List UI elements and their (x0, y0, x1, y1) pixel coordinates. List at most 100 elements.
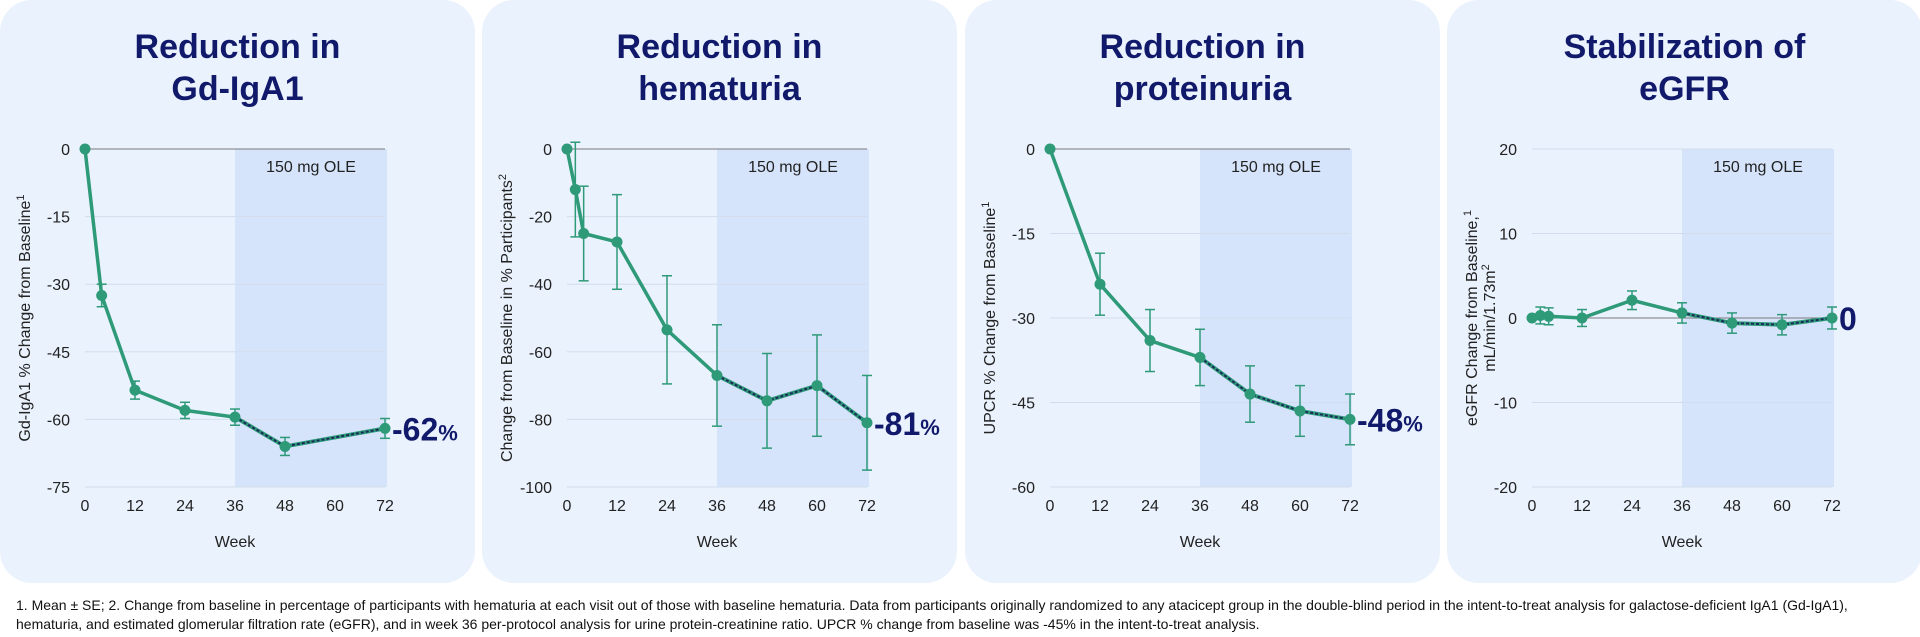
y-tick-label: 0 (1026, 142, 1035, 159)
panel-title: Stabilization of eGFR (1563, 28, 1806, 108)
series-line-ole-dash (1199, 356, 1351, 421)
data-point (1626, 294, 1638, 306)
data-point (711, 369, 723, 381)
chart-gd-iga1: 150 mg OLE 0 -15 -30 -45 -60 -75 0 12 24 36 48 60 72 W… (15, 142, 458, 551)
x-axis-label: Week (1180, 534, 1222, 551)
y-axis-label-line2: mL/min/1.73m2 (1480, 264, 1499, 372)
chart-panel-egfr: Stabilization of eGFR 150 mg OLE 20 10 0 -10… (1447, 0, 1920, 583)
y-axis-label: Gd-IgA1 % Change from Baseline1 (15, 194, 34, 441)
data-point (1144, 335, 1156, 347)
ole-label: 150 mg OLE (748, 159, 838, 176)
data-point (661, 324, 673, 336)
data-point (1676, 307, 1688, 319)
ole-region (717, 149, 869, 487)
y-tick-label: -30 (1012, 311, 1035, 328)
data-point (1776, 319, 1788, 331)
x-tick-label: 0 (1528, 498, 1537, 515)
series-line (1048, 148, 1201, 360)
chart-panel-hematuria: Reduction in hematuria 150 mg OLE 0 -20 -40… (482, 0, 957, 583)
y-tick-label: -15 (1012, 227, 1035, 244)
chart-egfr: 150 mg OLE 20 10 0 -10 -20 0 12 24 36 48 60 72 Week eG… (1462, 142, 1857, 551)
y-tick-label: -20 (1494, 480, 1517, 497)
y-axis-label: eGFR Change from Baseline,1 (1462, 210, 1481, 426)
data-point (569, 184, 581, 196)
y-tick-label: -80 (529, 412, 552, 429)
x-axis-label: Week (215, 534, 257, 551)
data-point (1576, 312, 1588, 324)
y-tick-label: 0 (1508, 311, 1517, 328)
x-tick-label: 12 (1573, 498, 1591, 515)
data-point (179, 404, 191, 416)
ole-label: 150 mg OLE (266, 159, 356, 176)
x-tick-label: 0 (81, 498, 90, 515)
data-point (1543, 310, 1555, 322)
y-tick-label: 0 (61, 142, 70, 159)
series-line (83, 148, 236, 419)
ole-label: 150 mg OLE (1713, 159, 1803, 176)
x-tick-label: 0 (1046, 498, 1055, 515)
panel-title: Reduction in proteinuria (1099, 28, 1306, 108)
data-point (761, 395, 773, 407)
y-tick-label: -40 (529, 277, 552, 294)
x-tick-label: 24 (176, 498, 194, 515)
ole-label: 150 mg OLE (1231, 159, 1321, 176)
x-tick-label: 12 (126, 498, 144, 515)
end-value-label: -81% (874, 406, 940, 442)
x-tick-label: 36 (226, 498, 244, 515)
data-point (1044, 143, 1056, 155)
data-point (861, 417, 873, 429)
footnote: 1. Mean ± SE; 2. Change from baseline in… (16, 597, 1848, 632)
x-tick-label: 48 (1241, 498, 1259, 515)
y-tick-label: 20 (1499, 142, 1517, 159)
data-point (1526, 312, 1538, 324)
y-tick-label: -45 (1012, 396, 1035, 413)
y-tick-label: -20 (529, 210, 552, 227)
x-tick-label: 12 (608, 498, 626, 515)
x-tick-label: 48 (276, 498, 294, 515)
x-tick-label: 60 (1291, 498, 1309, 515)
y-axis-label: UPCR % Change from Baseline1 (980, 202, 999, 435)
end-value-label: 0 (1839, 301, 1857, 337)
series-line (1531, 298, 1683, 320)
chart-panel-proteinuria: Reduction in proteinuria 150 mg OLE 0 -15 -… (965, 0, 1440, 583)
series-line-ole-dash (1681, 311, 1833, 326)
y-axis-label: Change from Baseline in % Participants2 (497, 174, 516, 462)
x-axis-label: Week (697, 534, 739, 551)
data-point (1344, 413, 1356, 425)
y-tick-label: -30 (47, 277, 70, 294)
x-tick-label: 48 (758, 498, 776, 515)
series-line (565, 148, 719, 377)
chart-proteinuria: 150 mg OLE 0 -15 -30 -45 -60 0 12 24 36 48 60 72 Week… (980, 142, 1423, 551)
y-tick-label: -10 (1494, 396, 1517, 413)
x-tick-label: 72 (1823, 498, 1841, 515)
data-point (811, 380, 823, 392)
y-tick-label: -60 (529, 345, 552, 362)
y-tick-label: -45 (47, 345, 70, 362)
x-tick-label: 72 (858, 498, 876, 515)
y-tick-label: -60 (47, 412, 70, 429)
data-point (379, 422, 391, 434)
x-tick-label: 0 (563, 498, 572, 515)
x-tick-label: 36 (1191, 498, 1209, 515)
data-point (1726, 317, 1738, 329)
x-tick-label: 24 (1623, 498, 1641, 515)
end-value-label: -62% (392, 411, 458, 447)
data-point (129, 384, 141, 396)
y-tick-label: -15 (47, 210, 70, 227)
data-point (279, 440, 291, 452)
data-point (1826, 312, 1838, 324)
data-point (79, 143, 91, 155)
data-point (229, 411, 241, 423)
x-tick-label: 72 (376, 498, 394, 515)
y-tick-label: -60 (1012, 480, 1035, 497)
chart-panel-gd-iga1: Reduction in Gd-IgA1 150 mg OLE 0 -15 -30 -4… (0, 0, 475, 583)
x-tick-label: 60 (326, 498, 344, 515)
series-line-ole-dash (716, 374, 868, 424)
panel-title: Reduction in Gd-IgA1 (134, 28, 341, 108)
y-tick-label: -75 (47, 480, 70, 497)
chart-hematuria: 150 mg OLE 0 -20 -40 -60 -80 -100 0 12 24 36 48 60 72… (497, 141, 940, 551)
y-tick-label: 10 (1499, 227, 1517, 244)
x-tick-label: 36 (1673, 498, 1691, 515)
data-point (561, 143, 573, 155)
panel-title: Reduction in hematuria (616, 28, 823, 108)
